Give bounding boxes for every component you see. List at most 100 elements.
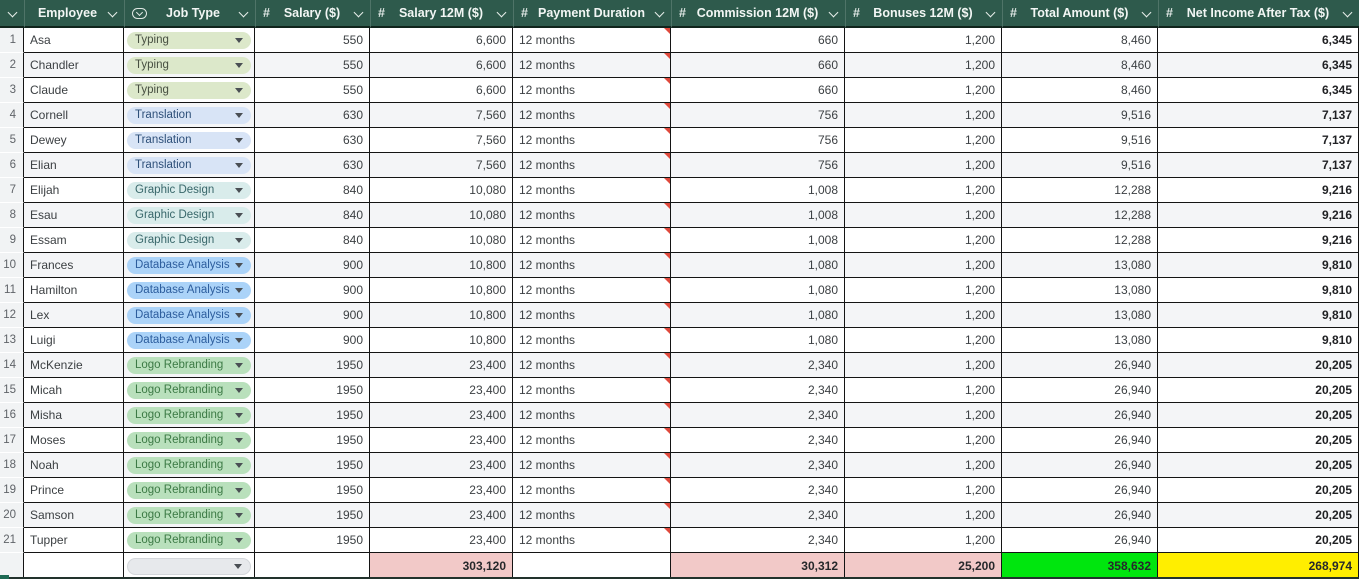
column-header-employee[interactable]: Employee [24, 0, 124, 28]
cell-commission-12m[interactable]: 2,340 [671, 503, 845, 528]
cell-payment-duration[interactable]: 12 months [513, 353, 671, 378]
cell-total-amount[interactable]: 26,940 [1002, 528, 1158, 553]
cell-commission-12m[interactable]: 1,008 [671, 228, 845, 253]
cell-payment-duration[interactable]: 12 months [513, 303, 671, 328]
cell-salary[interactable]: 1950 [255, 378, 370, 403]
cell-job-type[interactable]: Typing [124, 53, 255, 78]
job-type-pill[interactable]: Logo Rebranding [127, 531, 251, 549]
cell-commission-12m[interactable]: 1,008 [671, 178, 845, 203]
cell-salary[interactable]: 840 [255, 178, 370, 203]
cell-salary[interactable]: 840 [255, 203, 370, 228]
cell-salary-12m[interactable]: 10,800 [370, 278, 513, 303]
cell-job-type[interactable]: Logo Rebranding [124, 453, 255, 478]
cell-salary[interactable]: 1950 [255, 428, 370, 453]
cell-net-income[interactable]: 9,810 [1158, 303, 1359, 328]
cell-salary[interactable]: 550 [255, 78, 370, 103]
cell-net-income[interactable]: 20,205 [1158, 428, 1359, 453]
cell-net-income[interactable]: 20,205 [1158, 453, 1359, 478]
row-number[interactable]: 21 [0, 528, 24, 553]
cell-salary[interactable]: 550 [255, 53, 370, 78]
summary-salary-cell[interactable] [255, 553, 370, 579]
cell-total-amount[interactable]: 26,940 [1002, 353, 1158, 378]
cell-total-amount[interactable]: 8,460 [1002, 78, 1158, 103]
cell-total-amount[interactable]: 13,080 [1002, 278, 1158, 303]
cell-salary[interactable]: 1950 [255, 503, 370, 528]
cell-payment-duration[interactable]: 12 months [513, 103, 671, 128]
cell-payment-duration[interactable]: 12 months [513, 378, 671, 403]
summary-row-number[interactable] [0, 553, 24, 579]
cell-salary-12m[interactable]: 23,400 [370, 378, 513, 403]
summary-net-income-total[interactable]: 268,974 [1158, 553, 1359, 579]
chevron-down-icon[interactable] [108, 9, 117, 18]
cell-salary-12m[interactable]: 7,560 [370, 103, 513, 128]
cell-job-type[interactable]: Logo Rebranding [124, 503, 255, 528]
cell-salary[interactable]: 630 [255, 103, 370, 128]
cell-payment-duration[interactable]: 12 months [513, 478, 671, 503]
cell-net-income[interactable]: 9,216 [1158, 203, 1359, 228]
cell-total-amount[interactable]: 9,516 [1002, 103, 1158, 128]
cell-payment-duration[interactable]: 12 months [513, 53, 671, 78]
cell-employee[interactable]: Elijah [24, 178, 124, 203]
cell-bonuses-12m[interactable]: 1,200 [845, 228, 1002, 253]
chevron-down-icon[interactable] [239, 9, 248, 18]
cell-job-type[interactable]: Logo Rebranding [124, 528, 255, 553]
column-header-bonuses-12m[interactable]: # Bonuses 12M ($) [845, 0, 1002, 28]
cell-net-income[interactable]: 6,345 [1158, 28, 1359, 53]
row-number[interactable]: 1 [0, 28, 24, 53]
cell-salary[interactable]: 630 [255, 153, 370, 178]
cell-job-type[interactable]: Graphic Design [124, 203, 255, 228]
row-number[interactable]: 19 [0, 478, 24, 503]
cell-job-type[interactable]: Graphic Design [124, 228, 255, 253]
cell-total-amount[interactable]: 26,940 [1002, 403, 1158, 428]
cell-payment-duration[interactable]: 12 months [513, 203, 671, 228]
job-type-pill[interactable]: Typing [127, 81, 251, 99]
summary-total-amount[interactable]: 358,632 [1002, 553, 1158, 579]
chevron-down-icon[interactable] [986, 9, 995, 18]
cell-employee[interactable]: Essam [24, 228, 124, 253]
cell-salary[interactable]: 1950 [255, 528, 370, 553]
job-type-pill[interactable]: Logo Rebranding [127, 406, 251, 424]
cell-job-type[interactable]: Logo Rebranding [124, 428, 255, 453]
row-number[interactable]: 12 [0, 303, 24, 328]
cell-salary-12m[interactable]: 23,400 [370, 453, 513, 478]
cell-net-income[interactable]: 9,216 [1158, 178, 1359, 203]
cell-bonuses-12m[interactable]: 1,200 [845, 503, 1002, 528]
cell-payment-duration[interactable]: 12 months [513, 253, 671, 278]
cell-payment-duration[interactable]: 12 months [513, 528, 671, 553]
select-all-header[interactable] [0, 0, 24, 28]
cell-salary-12m[interactable]: 23,400 [370, 478, 513, 503]
job-type-pill[interactable]: Translation [127, 131, 251, 149]
chevron-down-icon[interactable] [354, 9, 363, 18]
job-type-pill[interactable]: Translation [127, 106, 251, 124]
job-type-pill[interactable]: Database Analysis [127, 256, 251, 274]
row-number[interactable]: 3 [0, 78, 24, 103]
cell-salary-12m[interactable]: 23,400 [370, 353, 513, 378]
cell-salary[interactable]: 900 [255, 303, 370, 328]
cell-payment-duration[interactable]: 12 months [513, 128, 671, 153]
column-header-payment-duration[interactable]: # Payment Duration [513, 0, 671, 28]
row-number[interactable]: 16 [0, 403, 24, 428]
cell-job-type[interactable]: Logo Rebranding [124, 353, 255, 378]
cell-employee[interactable]: Micah [24, 378, 124, 403]
cell-salary[interactable]: 550 [255, 28, 370, 53]
cell-total-amount[interactable]: 9,516 [1002, 128, 1158, 153]
cell-total-amount[interactable]: 26,940 [1002, 428, 1158, 453]
cell-employee[interactable]: Tupper [24, 528, 124, 553]
cell-bonuses-12m[interactable]: 1,200 [845, 53, 1002, 78]
job-type-pill[interactable]: Typing [127, 56, 251, 74]
cell-net-income[interactable]: 7,137 [1158, 153, 1359, 178]
cell-total-amount[interactable]: 26,940 [1002, 453, 1158, 478]
job-type-pill[interactable]: Graphic Design [127, 231, 251, 249]
cell-job-type[interactable]: Graphic Design [124, 178, 255, 203]
cell-employee[interactable]: Elian [24, 153, 124, 178]
cell-total-amount[interactable]: 8,460 [1002, 28, 1158, 53]
cell-total-amount[interactable]: 9,516 [1002, 153, 1158, 178]
cell-job-type[interactable]: Typing [124, 78, 255, 103]
job-type-pill[interactable]: Logo Rebranding [127, 506, 251, 524]
cell-salary[interactable]: 1950 [255, 478, 370, 503]
job-type-pill[interactable]: Translation [127, 156, 251, 174]
job-type-pill[interactable]: Database Analysis [127, 331, 251, 349]
cell-bonuses-12m[interactable]: 1,200 [845, 178, 1002, 203]
cell-bonuses-12m[interactable]: 1,200 [845, 253, 1002, 278]
cell-commission-12m[interactable]: 756 [671, 103, 845, 128]
